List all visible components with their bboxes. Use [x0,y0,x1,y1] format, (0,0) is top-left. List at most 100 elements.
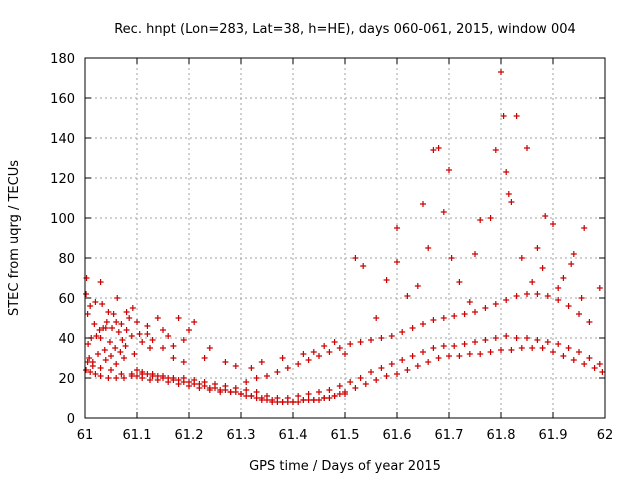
data-point [586,319,593,325]
data-point [128,371,135,377]
data-point [544,293,551,299]
data-point [373,377,380,383]
data-point [373,315,380,321]
x-tick-label: 62 [597,428,614,443]
data-point [84,311,91,317]
data-point [89,363,96,369]
data-point [360,263,367,269]
data-point [477,217,484,223]
data-point [92,299,99,305]
data-point [440,209,447,215]
data-point [253,375,260,381]
data-point [550,349,556,355]
data-point [206,385,213,391]
data-point [534,245,541,251]
data-point [399,357,406,363]
x-tick-label: 61.8 [487,428,516,443]
x-axis-label: GPS time / Days of year 2015 [249,459,441,474]
data-point [539,345,546,351]
data-point [165,333,172,339]
data-point [170,377,177,383]
data-point [123,309,130,315]
data-point [591,365,598,371]
data-point [404,293,411,299]
data-point [513,335,520,341]
data-point [451,343,458,349]
data-point [596,361,603,367]
data-point [97,279,104,285]
y-tick-label: 140 [50,132,75,147]
x-tick-label: 61 [77,428,94,443]
data-point [331,339,338,345]
x-tick-label: 61.3 [227,428,256,443]
data-point [115,329,122,335]
data-point [542,213,549,219]
data-point [560,353,567,359]
data-point [518,255,525,261]
data-point [258,397,265,403]
y-tick-label: 160 [50,92,75,107]
data-point [357,375,364,381]
data-point [201,355,208,361]
data-point [477,351,484,357]
data-point [420,349,426,355]
data-point [352,255,359,261]
data-point [134,373,140,379]
data-point [560,275,567,281]
data-point [144,371,151,377]
data-point [217,387,224,393]
data-point [290,399,296,405]
data-point [555,297,562,303]
data-point [435,145,442,151]
data-point [97,373,104,379]
data-point [110,311,117,317]
data-point [578,295,585,301]
y-tick-label: 60 [58,292,75,307]
data-point [352,385,359,391]
y-axis-ticks: 0 20 40 60 80 100 120 140 160 180 [50,52,605,427]
data-point [118,321,125,327]
data-point [196,381,203,387]
data-point [576,349,582,355]
data-point [310,349,317,355]
data-point [420,321,426,327]
data-point [95,351,101,357]
data-point [461,311,468,317]
data-point [144,323,151,329]
data-point [482,337,489,343]
data-point [576,311,582,317]
y-tick-label: 80 [58,252,75,267]
data-point [524,145,530,151]
data-point [394,225,400,231]
data-point [201,383,208,389]
data-point [570,251,577,257]
data-point [253,395,260,401]
data-point [269,399,276,405]
data-point [206,345,213,351]
data-point [99,301,106,307]
data-point [102,357,109,363]
data-point [227,389,234,395]
data-point [503,169,510,175]
data-point [232,389,239,395]
data-point [305,397,312,403]
data-point [570,357,577,363]
data-point [596,285,603,291]
data-point [147,345,153,351]
data-point [264,373,270,379]
data-point [232,363,239,369]
data-point [305,391,312,397]
data-point [472,251,478,257]
y-axis-label: STEC from uqrg / TECUs [7,160,22,316]
data-point [420,201,426,207]
data-point [97,335,104,341]
data-point [399,329,406,335]
data-point [446,353,452,359]
data-point [440,343,447,349]
y-tick-label: 120 [50,172,75,187]
data-point [180,359,187,365]
data-point [529,279,536,285]
data-point [513,293,520,299]
data-point [126,315,133,321]
data-point [238,391,244,397]
